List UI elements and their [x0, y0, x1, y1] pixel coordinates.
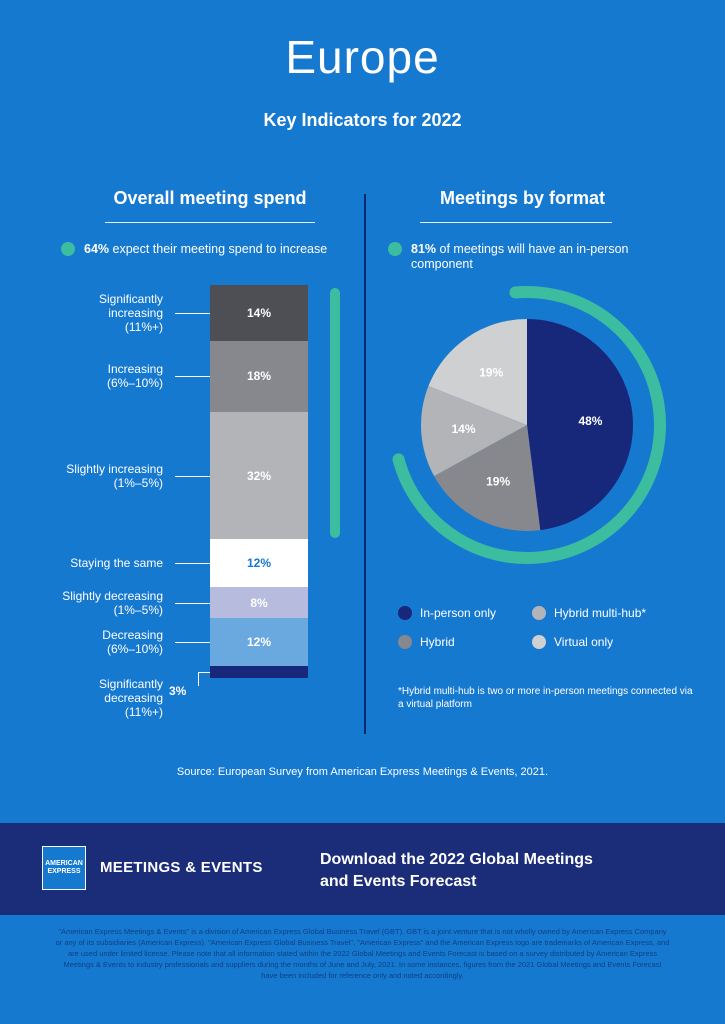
logo-line-1: AMERICAN — [45, 860, 83, 867]
bar-value-label: 14% — [246, 305, 272, 320]
bar-leader-line — [175, 475, 210, 477]
pie-slice-label: 19% — [479, 365, 503, 379]
legend-swatch — [398, 606, 412, 620]
bar-category-label: Decreasing (6%–10%) — [102, 628, 163, 657]
bar-segment: 32% — [210, 412, 308, 540]
increase-bracket — [330, 288, 340, 538]
section-divider — [364, 194, 366, 734]
spend-heading-underline — [105, 222, 315, 223]
bar-segment: 8% — [210, 586, 308, 619]
bar-category-label: Significantly increasing (11%+) — [98, 291, 163, 334]
pie-slice-label: 19% — [486, 475, 510, 489]
bar-leader-line — [198, 672, 210, 673]
bar-value-label: 18% — [246, 369, 272, 384]
bar-category-label: Staying the same — [70, 555, 163, 570]
bar-value-label: 12% — [246, 635, 272, 650]
pie-slice-label: 48% — [578, 414, 602, 428]
bar-segment: 12% — [210, 618, 308, 667]
download-banner[interactable] — [0, 823, 725, 915]
spend-stat-dot — [61, 242, 75, 256]
bar-segment: 12% — [210, 539, 308, 587]
page-title: Europe — [285, 31, 440, 83]
bar-segment — [210, 666, 308, 678]
bar-segment: 14% — [210, 285, 308, 341]
format-stat-value: 81% — [411, 242, 437, 256]
legend-label: Hybrid multi-hub* — [554, 606, 647, 620]
amex-logo: AMERICAN EXPRESS — [42, 846, 86, 890]
format-stat-dot — [388, 242, 402, 256]
legend-swatch — [398, 635, 412, 649]
pie-slice — [428, 319, 527, 425]
legend-label: Virtual only — [554, 635, 614, 649]
spend-stat-value: 64% — [84, 242, 110, 256]
bar-category-label: Significantly decreasing (11%+) — [98, 677, 163, 719]
brand-name: MEETINGS & EVENTS — [100, 859, 263, 876]
bar-value-label: 3% — [169, 684, 187, 698]
legal-disclaimer: "American Express Meetings & Events" is … — [55, 927, 670, 980]
pie-slice — [434, 425, 541, 531]
bar-leader-line — [175, 642, 210, 644]
format-stat: 81% of meetings will have an in-person c… — [411, 242, 671, 272]
legend-item: Virtual only — [532, 635, 613, 649]
spend-heading: Overall meeting spend — [113, 188, 307, 208]
format-heading-underline — [420, 222, 612, 223]
spend-stacked-bar: 14% 18% 32% 12% 8% 12% — [210, 285, 308, 678]
bar-leader-line — [175, 376, 210, 378]
format-stat-text: of meetings will have an in-person compo… — [411, 242, 629, 271]
format-heading: Meetings by format — [439, 188, 606, 208]
page-subtitle: Key Indicators for 2022 — [263, 110, 462, 130]
legend-swatch — [532, 635, 546, 649]
bar-value-label: 8% — [250, 595, 268, 610]
spend-stat-text: expect their meeting spend to increase — [109, 242, 328, 256]
legend-swatch — [532, 606, 546, 620]
legend-item: Hybrid — [398, 635, 455, 649]
legend-item: In-person only — [398, 606, 496, 620]
legend-item: Hybrid multi-hub* — [532, 606, 646, 620]
pie-slice — [527, 319, 633, 531]
in-person-ring — [392, 286, 666, 564]
bar-leader-line — [175, 602, 210, 604]
bar-category-label: Slightly decreasing (1%–5%) — [62, 588, 163, 617]
logo-line-2: EXPRESS — [47, 868, 81, 875]
format-pie-chart: 48% 19% 14% 19% — [392, 286, 666, 564]
bar-leader-line — [175, 312, 210, 314]
legend-label: In-person only — [420, 606, 497, 620]
bar-value-label: 32% — [246, 468, 272, 483]
source-note: Source: European Survey from American Ex… — [176, 766, 549, 778]
bar-segment: 18% — [210, 340, 308, 413]
legend-label: Hybrid — [420, 635, 455, 649]
spend-stat: 64% expect their meeting spend to increa… — [84, 242, 354, 257]
bar-category-label: Increasing (6%–10%) — [106, 362, 163, 391]
bar-value-label: 12% — [246, 555, 272, 570]
bar-category-label: Slightly increasing (1%–5%) — [66, 461, 163, 490]
pie-slice-label: 14% — [452, 422, 476, 436]
bar-leader-line — [175, 562, 210, 564]
download-forecast-link[interactable]: Download the 2022 Global Meetings and Ev… — [320, 851, 593, 890]
pie-slice — [421, 385, 527, 477]
hybrid-footnote: *Hybrid multi-hub is two or more in-pers… — [398, 686, 693, 710]
bar-leader-line — [198, 672, 199, 686]
